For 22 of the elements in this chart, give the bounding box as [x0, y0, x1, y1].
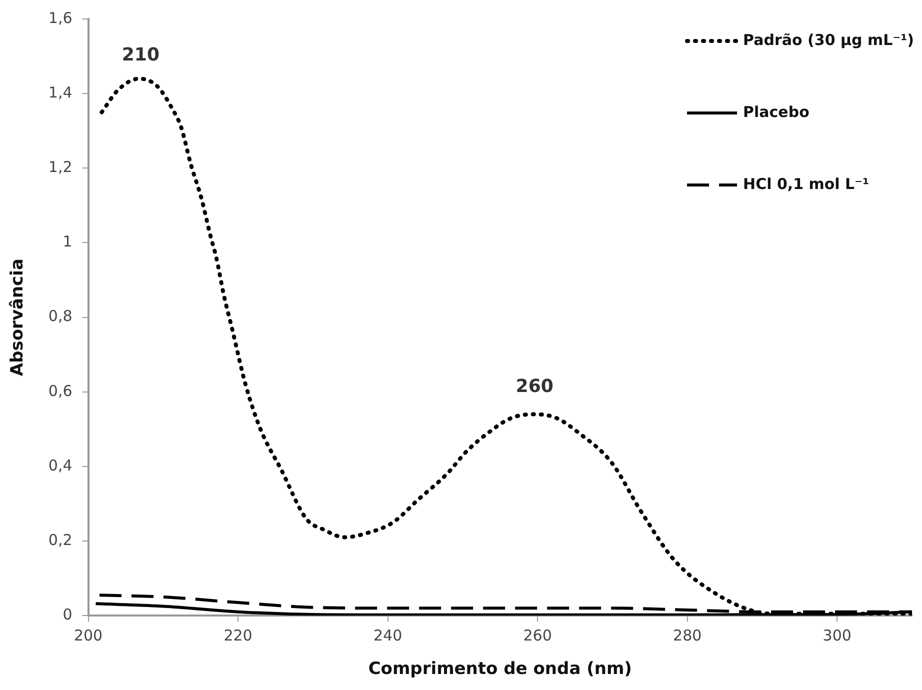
annotation: 210	[122, 44, 160, 66]
legend-label: Padrão (30 µg mL⁻¹)	[743, 30, 914, 49]
y-tick-label: 1,6	[48, 8, 72, 27]
x-tick-label: 200	[74, 626, 103, 644]
y-axis-title: Absorvância	[8, 258, 28, 376]
annotation: 260	[516, 376, 554, 398]
y-tick-label: 0,4	[48, 456, 72, 474]
y-tick-label: 1	[62, 232, 72, 251]
y-tick-label: 1,4	[48, 83, 72, 102]
y-tick-label: 0,2	[48, 530, 72, 549]
x-tick-label: 280	[673, 626, 702, 644]
y-tick-label: 0	[62, 605, 72, 624]
legend-label: Placebo	[743, 102, 810, 121]
x-tick-label: 300	[822, 626, 852, 644]
x-tick-label: 220	[224, 626, 252, 644]
y-tick-label: 0,6	[48, 382, 72, 400]
legend-label: HCl 0,1 mol L⁻¹	[743, 174, 870, 193]
x-tick-label: 240	[373, 626, 402, 644]
y-tick-label: 1,2	[48, 158, 72, 176]
x-axis-title: Comprimento de onda (nm)	[368, 659, 632, 680]
y-tick-label: 0,8	[48, 307, 72, 326]
x-tick-label: 260	[523, 626, 552, 644]
